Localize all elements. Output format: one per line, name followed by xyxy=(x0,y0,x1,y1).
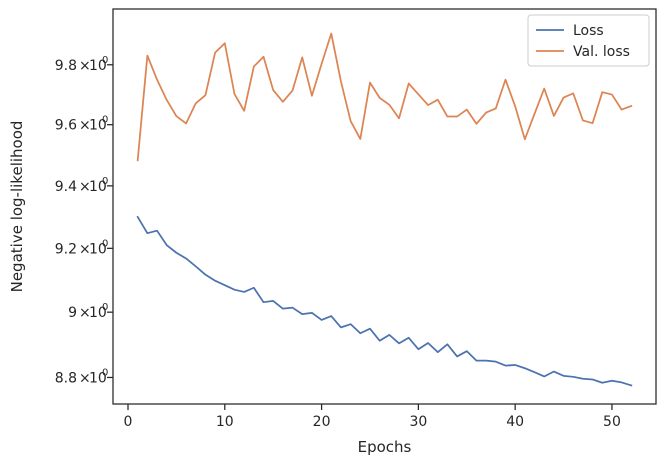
y-tick-exponent: 0 xyxy=(102,176,108,187)
legend-label: Loss xyxy=(573,23,604,39)
series-line-val-loss xyxy=(136,32,633,162)
legend-frame xyxy=(527,14,650,67)
y-tick-base: 10 xyxy=(89,241,107,257)
y-tick-label: 9.8 ×100 xyxy=(55,55,109,74)
x-tick-label: 10 xyxy=(216,414,234,430)
y-tick-base: 10 xyxy=(89,370,107,386)
x-tick-label: 50 xyxy=(603,414,621,430)
y-tick-mantissa: 9 xyxy=(68,305,77,321)
y-tick-mantissa: 9.4 xyxy=(55,179,77,195)
legend-items: Loss Val. loss xyxy=(536,23,630,60)
y-tick-times-sign: × xyxy=(79,58,91,74)
y-tick-mantissa: 8.8 xyxy=(55,370,77,386)
y-tick-label: 9.2 ×100 xyxy=(55,238,109,257)
y-tick-times-sign: × xyxy=(79,370,91,386)
legend-label: Val. loss xyxy=(573,44,630,60)
y-tick-label: 9.6 ×100 xyxy=(55,115,109,134)
y-tick-mantissa: 9.2 xyxy=(55,241,77,257)
y-tick-label: 9 ×100 xyxy=(68,302,108,321)
y-tick-base: 10 xyxy=(89,118,107,134)
y-tick-label: 9.4 ×100 xyxy=(55,176,109,195)
y-tick-base: 10 xyxy=(89,305,107,321)
x-axis-ticks: 0 10 20 30 40 50 xyxy=(124,404,621,430)
y-tick-base: 10 xyxy=(89,179,107,195)
y-tick-label: 8.8 ×100 xyxy=(55,367,109,386)
legend: Loss Val. loss xyxy=(527,14,650,67)
x-tick-label: 30 xyxy=(409,414,427,430)
legend-item: Loss xyxy=(536,23,604,39)
y-tick-mantissa: 9.8 xyxy=(55,58,77,74)
y-tick-mantissa: 9.6 xyxy=(55,118,77,134)
y-tick-exponent: 0 xyxy=(102,115,108,126)
x-tick-label: 20 xyxy=(313,414,331,430)
y-tick-times-sign: × xyxy=(79,179,91,195)
x-tick-label: 0 xyxy=(124,414,133,430)
y-tick-times-sign: × xyxy=(79,241,91,257)
x-axis-title: Epochs xyxy=(358,438,412,456)
y-tick-times-sign: × xyxy=(79,118,91,134)
y-tick-exponent: 0 xyxy=(102,238,108,249)
y-tick-exponent: 0 xyxy=(102,367,108,378)
y-tick-exponent: 0 xyxy=(102,55,108,66)
x-tick-label: 40 xyxy=(506,414,524,430)
y-axis-title: Negative log-likelihood xyxy=(8,121,26,293)
y-tick-base: 10 xyxy=(89,58,107,74)
y-tick-exponent: 0 xyxy=(102,302,108,313)
series-lines xyxy=(136,32,633,387)
legend-item: Val. loss xyxy=(536,44,630,60)
y-tick-times-sign: × xyxy=(79,305,91,321)
series-line-loss xyxy=(136,215,633,387)
plot-frame xyxy=(112,8,657,405)
